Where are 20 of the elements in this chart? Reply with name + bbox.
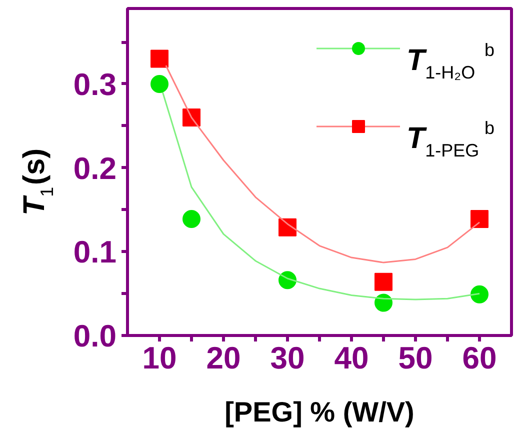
y-tick-label: 0.2 bbox=[73, 150, 117, 186]
x-tick-label: 60 bbox=[462, 340, 497, 376]
x-tick-label: 30 bbox=[270, 340, 305, 376]
y-axis-title: T1(s) bbox=[18, 148, 57, 216]
y-tick-label: 0.0 bbox=[73, 318, 117, 354]
point bbox=[150, 74, 168, 93]
y-tick-label: 0.1 bbox=[73, 234, 117, 270]
point bbox=[182, 210, 200, 228]
x-tick-label: 10 bbox=[142, 340, 177, 376]
point bbox=[278, 218, 296, 236]
point bbox=[374, 294, 392, 312]
x-tick-label: 20 bbox=[206, 340, 241, 376]
point bbox=[470, 285, 488, 304]
y-tick-label: 0.3 bbox=[73, 66, 117, 102]
point bbox=[470, 210, 488, 228]
x-tick-label: 50 bbox=[398, 340, 433, 376]
x-tick-label: 40 bbox=[334, 340, 369, 376]
x-axis-title: [PEG] % (W/V) bbox=[224, 396, 414, 428]
point bbox=[374, 272, 392, 291]
point bbox=[150, 50, 168, 68]
